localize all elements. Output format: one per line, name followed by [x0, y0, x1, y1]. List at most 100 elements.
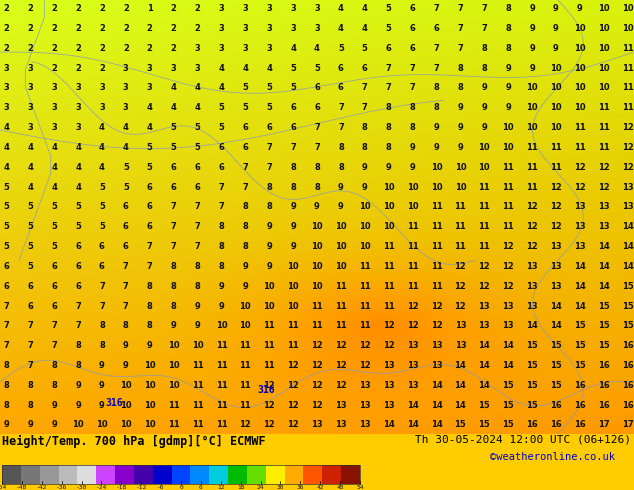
Text: 6: 6 [410, 44, 415, 53]
Text: 2: 2 [27, 24, 33, 33]
Bar [2, 466, 21, 484]
Text: 8: 8 [481, 64, 487, 73]
Text: 11: 11 [240, 341, 251, 350]
Text: 14: 14 [526, 321, 538, 330]
Text: 10: 10 [574, 83, 586, 93]
Text: 11: 11 [263, 341, 275, 350]
Text: 9: 9 [529, 24, 535, 33]
Text: 8: 8 [386, 143, 392, 152]
Text: 11: 11 [359, 262, 371, 271]
Text: 11: 11 [598, 143, 610, 152]
Text: 11: 11 [216, 401, 227, 410]
Text: 9: 9 [553, 4, 559, 13]
Text: 10: 10 [120, 420, 132, 429]
Text: 7: 7 [27, 341, 33, 350]
Text: 4: 4 [3, 163, 10, 172]
Text: 5: 5 [51, 242, 57, 251]
Text: 13: 13 [622, 183, 633, 192]
Text: -48: -48 [16, 485, 27, 490]
Text: 16: 16 [622, 341, 633, 350]
Text: 11: 11 [455, 202, 466, 211]
Text: 11: 11 [526, 163, 538, 172]
Text: 12: 12 [598, 183, 610, 192]
Text: 10: 10 [598, 24, 609, 33]
Text: 2: 2 [99, 24, 105, 33]
Text: 9: 9 [434, 123, 439, 132]
Text: 24: 24 [257, 485, 264, 490]
Text: 10: 10 [455, 183, 466, 192]
Text: 14: 14 [383, 420, 394, 429]
Text: 11: 11 [622, 64, 633, 73]
Text: 4: 4 [314, 44, 320, 53]
Text: 14: 14 [455, 361, 466, 370]
Text: 16: 16 [550, 401, 562, 410]
Text: 3: 3 [266, 44, 272, 53]
Text: 11: 11 [455, 242, 466, 251]
Text: 13: 13 [502, 321, 514, 330]
Text: 12: 12 [526, 242, 538, 251]
Text: 6: 6 [290, 123, 296, 132]
Text: 9: 9 [505, 83, 511, 93]
Text: 12: 12 [359, 341, 371, 350]
Text: -18: -18 [116, 485, 127, 490]
Text: 7: 7 [242, 163, 248, 172]
Text: 4: 4 [242, 64, 249, 73]
Text: 6: 6 [385, 44, 392, 53]
Text: 3: 3 [219, 24, 224, 33]
Text: 7: 7 [410, 83, 415, 93]
Text: 10: 10 [430, 163, 443, 172]
Text: 9: 9 [481, 83, 487, 93]
Text: 11: 11 [407, 282, 418, 291]
Text: 13: 13 [455, 341, 466, 350]
Text: 3: 3 [219, 44, 224, 53]
Text: 11: 11 [263, 361, 275, 370]
Text: 8: 8 [338, 143, 344, 152]
Text: 8: 8 [386, 103, 392, 112]
Text: 11: 11 [622, 44, 633, 53]
Text: 9: 9 [314, 202, 320, 211]
Text: 8: 8 [51, 381, 57, 390]
Text: 10: 10 [598, 44, 609, 53]
Text: 6: 6 [51, 282, 57, 291]
Text: 12: 12 [311, 381, 323, 390]
Text: 9: 9 [75, 401, 81, 410]
Text: 16: 16 [574, 401, 586, 410]
Text: 11: 11 [502, 183, 514, 192]
Text: 9: 9 [75, 381, 81, 390]
Text: 10: 10 [120, 401, 132, 410]
Text: 6: 6 [195, 163, 200, 172]
Text: 9: 9 [458, 103, 463, 112]
Text: 11: 11 [359, 321, 371, 330]
Text: 2: 2 [75, 44, 81, 53]
Text: 14: 14 [479, 341, 490, 350]
Text: 13: 13 [407, 361, 418, 370]
Text: -12: -12 [136, 485, 147, 490]
Text: 3: 3 [3, 83, 10, 93]
Text: 10: 10 [574, 44, 586, 53]
Text: 11: 11 [479, 242, 490, 251]
Text: 4: 4 [362, 4, 368, 13]
Text: 3: 3 [51, 83, 57, 93]
Text: 6: 6 [3, 282, 10, 291]
Text: 13: 13 [622, 202, 633, 211]
Text: 3: 3 [27, 83, 33, 93]
Bar [209, 466, 228, 484]
Bar [96, 466, 115, 484]
Text: 3: 3 [266, 4, 272, 13]
Text: 10: 10 [598, 83, 609, 93]
Text: 11: 11 [216, 420, 227, 429]
Text: 10: 10 [526, 83, 538, 93]
Text: 9: 9 [481, 123, 487, 132]
Text: 5: 5 [75, 202, 81, 211]
Text: 3: 3 [75, 123, 81, 132]
Text: 12: 12 [335, 361, 347, 370]
Text: 3: 3 [219, 4, 224, 13]
Text: 10: 10 [311, 282, 323, 291]
Text: 11: 11 [383, 242, 394, 251]
Text: 16: 16 [598, 361, 610, 370]
Text: 8: 8 [481, 44, 487, 53]
Text: 4: 4 [99, 163, 105, 172]
Text: 9: 9 [266, 262, 272, 271]
Text: 14: 14 [455, 401, 466, 410]
Text: 6: 6 [75, 282, 81, 291]
